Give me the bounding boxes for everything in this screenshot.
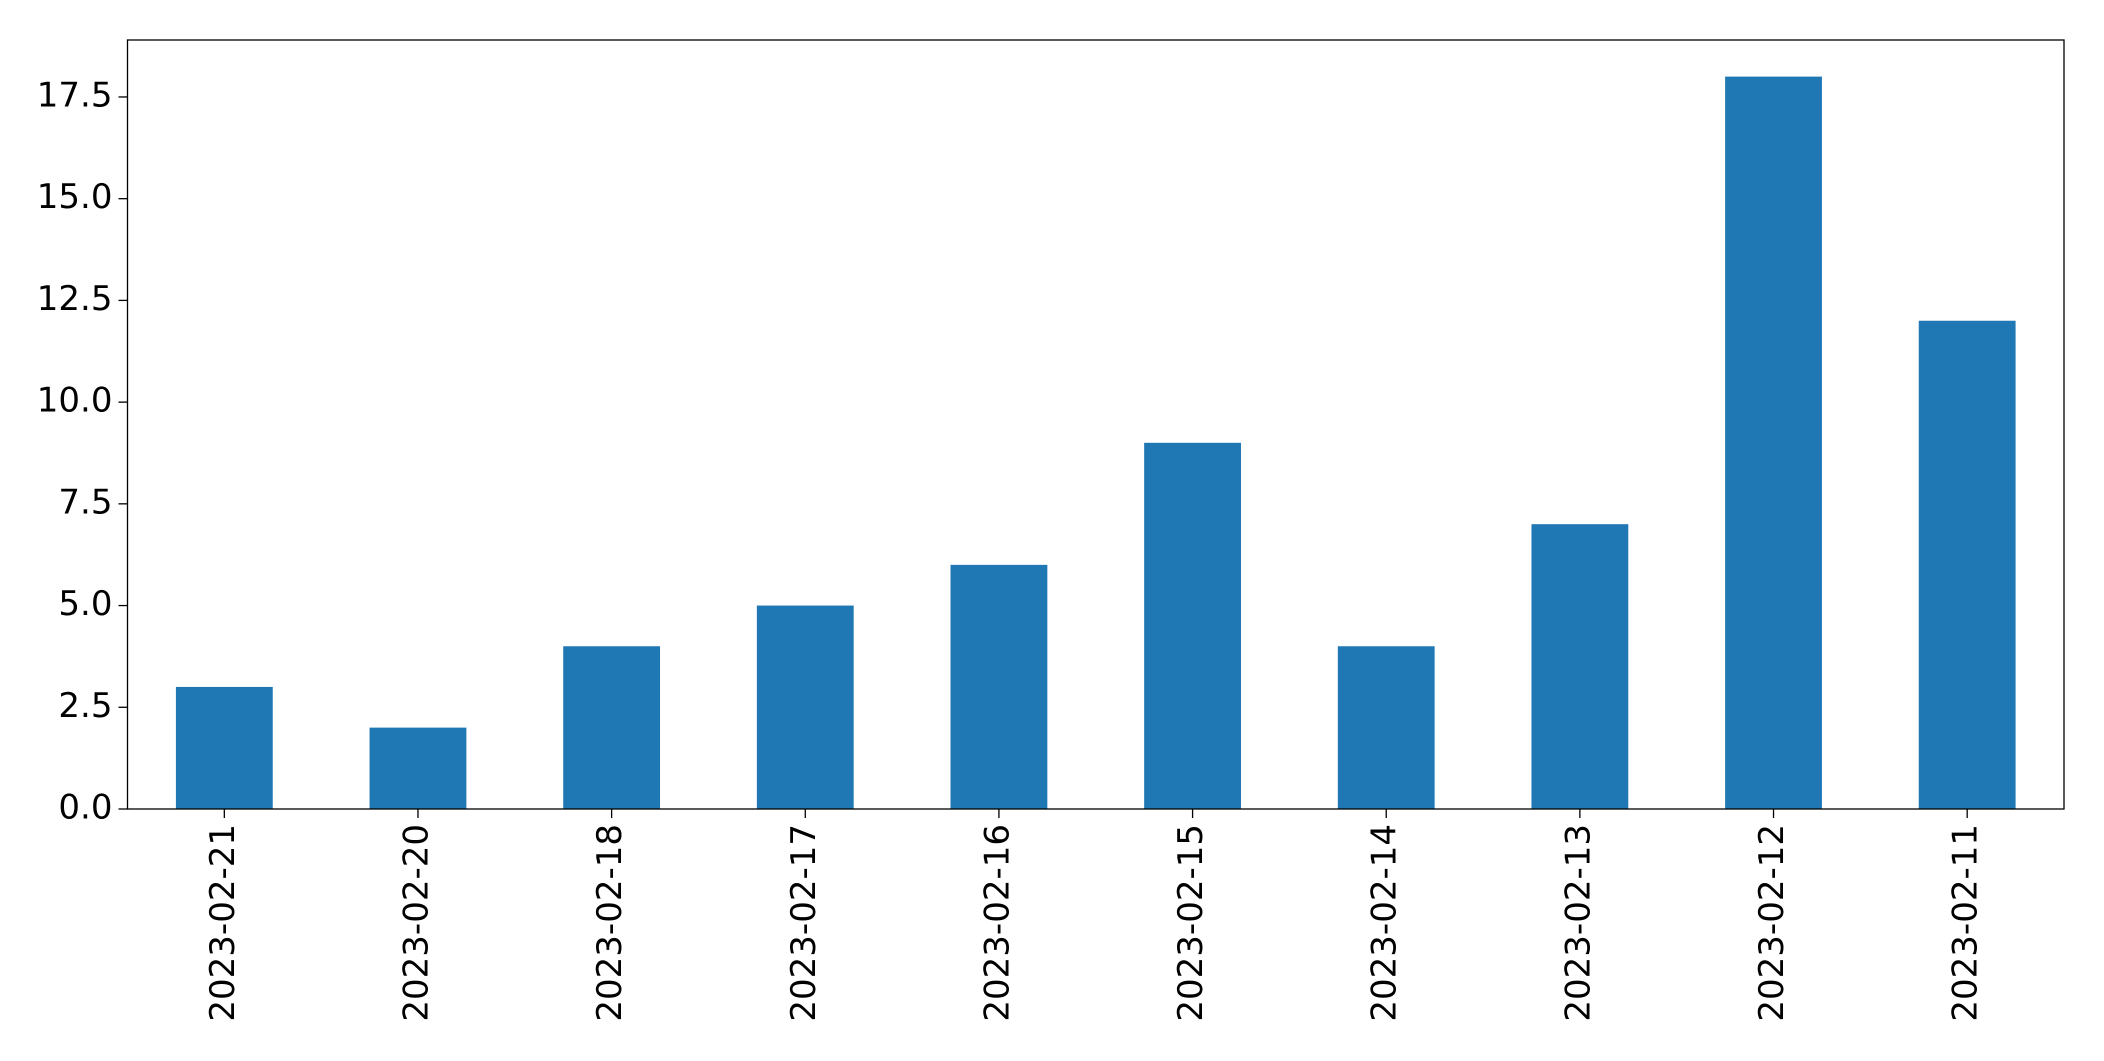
bar — [950, 564, 1048, 809]
bar — [1337, 646, 1435, 809]
y-tick-label: 15.0 — [37, 177, 113, 217]
bar — [175, 686, 273, 809]
bar — [563, 646, 661, 809]
x-tick-label: 2023-02-14 — [1365, 824, 1405, 1022]
plot-frame — [126, 39, 2065, 810]
x-tick-label: 2023-02-20 — [396, 824, 436, 1022]
y-tick-label: 5.0 — [58, 584, 112, 624]
x-tick-label: 2023-02-18 — [590, 824, 630, 1022]
x-tick-label: 2023-02-17 — [784, 824, 824, 1022]
bar — [1144, 442, 1241, 809]
bar — [1531, 524, 1629, 809]
x-tick-label: 2023-02-15 — [1171, 824, 1211, 1022]
y-tick-label: 7.5 — [58, 482, 112, 522]
bar — [369, 727, 467, 809]
y-tick-label: 2.5 — [58, 686, 112, 726]
y-tick-label: 12.5 — [37, 279, 113, 319]
x-tick-label: 2023-02-16 — [977, 824, 1017, 1022]
bar — [1725, 76, 1822, 810]
y-tick-label: 17.5 — [37, 75, 113, 115]
x-tick-label: 2023-02-21 — [203, 824, 243, 1022]
bar — [756, 605, 854, 809]
bar — [1918, 320, 2016, 809]
x-tick-label: 2023-02-12 — [1752, 824, 1792, 1022]
y-tick-label: 0.0 — [58, 788, 112, 828]
y-tick-label: 10.0 — [37, 381, 113, 421]
x-tick-label: 2023-02-11 — [1946, 824, 1986, 1022]
x-tick-label: 2023-02-13 — [1558, 824, 1598, 1022]
